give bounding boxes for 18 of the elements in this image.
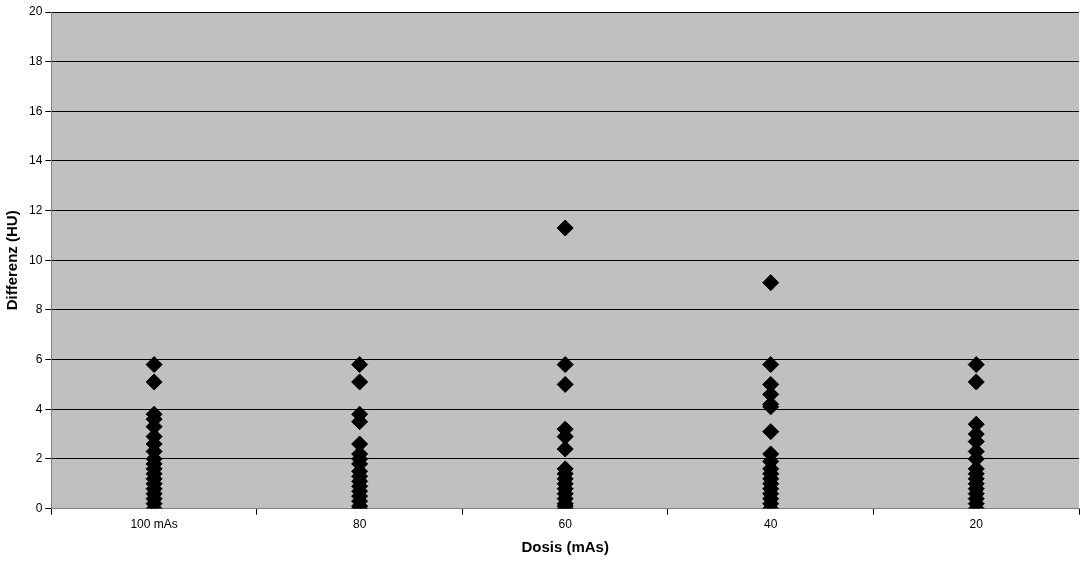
x-tick-label: 40 [764,517,778,532]
x-tick-label: 60 [558,517,573,532]
x-tick-label: 100 mAs [130,517,178,532]
y-tick-label: 12 [28,202,43,217]
y-tick-label: 6 [35,351,43,366]
y-tick-label: 4 [35,401,43,416]
y-tick-label: 18 [28,53,43,68]
x-tick-label: 20 [969,517,984,532]
x-tick-label: 80 [352,517,367,532]
y-tick-label: 8 [35,302,43,317]
y-tick-label: 20 [28,4,43,19]
y-tick-label: 2 [35,451,43,466]
y-tick-label: 0 [35,500,43,515]
y-tick-label: 16 [28,103,43,118]
y-axis-title: Differenz (HU) [3,210,21,311]
y-tick-label: 10 [28,252,43,267]
y-tick-label: 14 [28,153,43,168]
x-axis-title: Dosis (mAs) [521,538,609,556]
